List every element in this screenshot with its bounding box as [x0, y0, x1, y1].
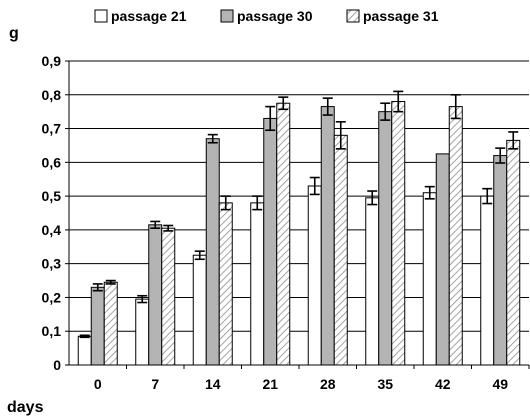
bar	[448, 106, 463, 366]
bars	[77, 101, 521, 366]
y-tick-label: 0,5	[42, 188, 62, 204]
legend-swatch-passage-21	[94, 9, 108, 23]
bar	[148, 224, 163, 366]
x-tick-label: 28	[320, 376, 336, 392]
legend-swatch-passage-31	[346, 9, 360, 23]
legend: passage 21 passage 30 passage 31	[94, 8, 439, 24]
y-tick-label: 0	[53, 357, 61, 373]
x-tick-label: 42	[435, 376, 451, 392]
bar	[205, 138, 220, 366]
x-tick-label: 0	[94, 376, 102, 392]
x-tick-label: 21	[262, 376, 278, 392]
bar	[192, 254, 207, 366]
y-tick-label: 0,4	[42, 222, 62, 238]
bar	[391, 101, 406, 366]
x-tick-label: 35	[377, 376, 393, 392]
bar	[506, 139, 521, 366]
x-tick-labels: 0 7 14 21 28 35 42 49	[94, 376, 508, 392]
x-tick-label: 7	[151, 376, 159, 392]
y-axis-title: g	[9, 25, 19, 42]
bar	[480, 195, 495, 366]
x-tick-label: 14	[205, 376, 221, 392]
y-tick-label: 0,1	[42, 323, 62, 339]
legend-label-passage-31: passage 31	[363, 8, 439, 24]
bar	[161, 227, 176, 366]
y-tick-label: 0,3	[42, 256, 62, 272]
bar	[493, 155, 508, 366]
bar	[333, 134, 348, 366]
bar	[77, 335, 92, 366]
y-tick-label: 0,6	[42, 154, 62, 170]
bar	[320, 106, 335, 366]
x-axis-title: days	[7, 399, 44, 416]
bar	[103, 281, 118, 366]
bar	[263, 117, 278, 366]
bar	[90, 286, 105, 366]
error-bars	[79, 90, 519, 339]
legend-label-passage-30: passage 30	[237, 8, 313, 24]
bar	[250, 202, 265, 366]
bar	[276, 102, 291, 366]
bar	[218, 202, 233, 366]
bar	[422, 192, 437, 366]
x-tick-label: 49	[492, 376, 508, 392]
y-tick-labels: 0 0,1 0,2 0,3 0,4 0,5 0,6 0,7 0,8 0,9	[42, 53, 62, 373]
y-tick-label: 0,9	[42, 53, 62, 69]
legend-swatch-passage-30	[220, 9, 234, 23]
legend-label-passage-21: passage 21	[111, 8, 187, 24]
bar	[435, 153, 450, 366]
axes	[68, 61, 530, 369]
bar	[378, 111, 393, 366]
y-tick-label: 0,2	[42, 289, 62, 305]
y-tick-label: 0,7	[42, 121, 62, 137]
bar	[307, 185, 322, 366]
bar	[135, 298, 150, 366]
bar	[365, 197, 380, 366]
y-tick-label: 0,8	[42, 87, 62, 103]
